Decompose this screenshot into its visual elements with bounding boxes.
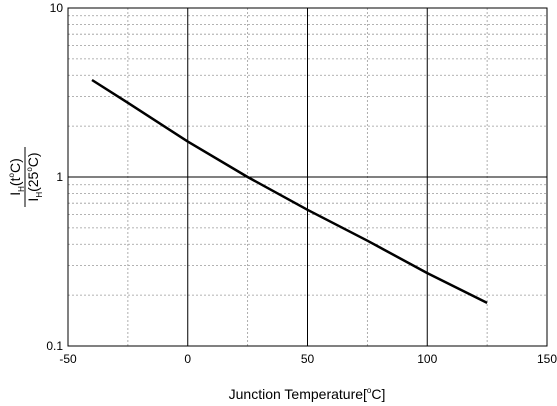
y-axis-denominator: IH(25oC) bbox=[25, 152, 44, 201]
x-tick-label: 50 bbox=[301, 352, 315, 366]
x-tick-label: 0 bbox=[184, 352, 191, 366]
major-grid bbox=[68, 8, 547, 346]
x-axis-title: Junction Temperature[oC] bbox=[229, 386, 386, 402]
x-tick-label: -50 bbox=[59, 352, 77, 366]
x-tick-label: 150 bbox=[537, 352, 557, 366]
tick-labels: -50 0 50 100 150 0.1 1 10 bbox=[46, 1, 557, 366]
y-axis-numerator: IH(toC) bbox=[7, 158, 26, 195]
y-axis-title: IH(toC) IH(25oC) bbox=[7, 147, 44, 207]
plot-frame bbox=[67, 7, 548, 347]
series-line bbox=[91, 78, 488, 305]
y-tick-label: 1 bbox=[56, 170, 63, 184]
series-group bbox=[91, 78, 488, 305]
x-tick-label: 100 bbox=[417, 352, 437, 366]
y-tick-label: 10 bbox=[50, 1, 64, 15]
y-tick-label: 0.1 bbox=[46, 339, 63, 353]
